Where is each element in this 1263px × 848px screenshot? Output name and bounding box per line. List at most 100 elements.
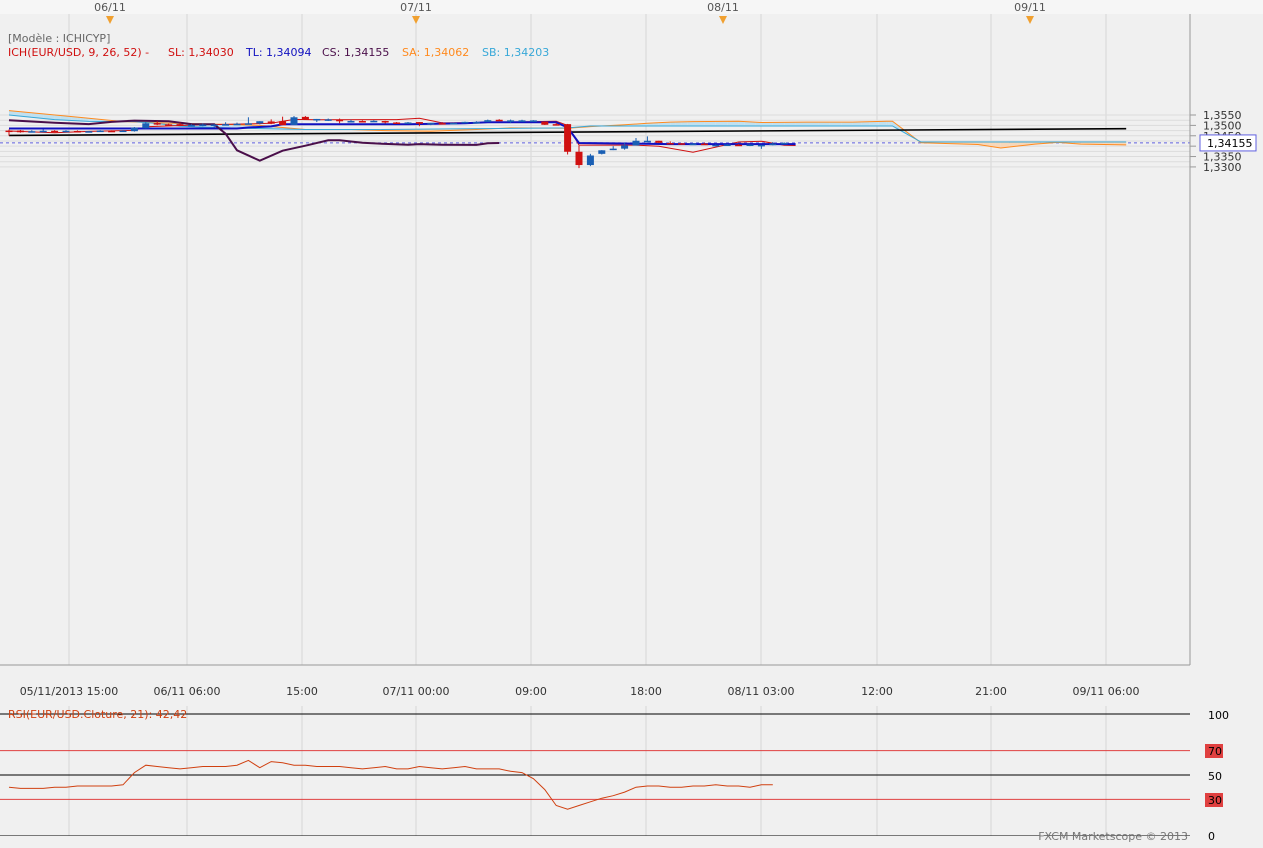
candle-down <box>541 122 548 125</box>
candle-up <box>712 145 719 147</box>
y-tick-label: 1,3300 <box>1203 161 1242 174</box>
rsi-level-100: 100 <box>1208 709 1229 722</box>
candle-up <box>621 145 628 148</box>
rsi-level-0: 0 <box>1208 830 1215 843</box>
candle-up <box>473 122 480 124</box>
kumo-cloud-slice <box>716 121 727 126</box>
candle-down <box>268 121 275 123</box>
candle-down <box>576 152 583 165</box>
candle-up <box>245 123 252 125</box>
kumo-cloud-slice <box>890 121 891 126</box>
candle-up <box>450 123 457 125</box>
candle-up <box>142 123 149 128</box>
candle-down <box>553 124 560 126</box>
kumo-cloud-slice <box>704 121 715 126</box>
candle-down <box>735 145 742 147</box>
candle-up <box>587 156 594 166</box>
candle-up <box>690 144 697 146</box>
candle-down <box>302 117 309 120</box>
x-tick-label: 09/11 06:00 <box>1073 685 1140 698</box>
candle-up <box>462 122 469 124</box>
candle-up <box>427 123 434 125</box>
rsi-level-30: 30 <box>1208 794 1222 807</box>
kumo-cloud-slice <box>676 122 682 126</box>
candle-up <box>313 119 320 121</box>
kumo-cloud-slice <box>888 121 889 126</box>
candle-up <box>234 124 241 126</box>
x-tick-label: 07/11 00:00 <box>383 685 450 698</box>
candle-up <box>405 122 412 124</box>
rsi-level-50: 50 <box>1208 770 1222 783</box>
candle-down <box>177 124 184 126</box>
candle-up <box>598 150 605 154</box>
kumo-cloud-slice <box>878 121 887 126</box>
candle-up <box>222 124 229 126</box>
candle-down <box>564 124 571 152</box>
candle-up <box>644 141 651 143</box>
x-tick-label: 18:00 <box>630 685 662 698</box>
candle-up <box>781 143 788 145</box>
candle-up <box>519 120 526 122</box>
candle-up <box>769 144 776 146</box>
candle-down <box>678 143 685 145</box>
x-tick-label: 12:00 <box>861 685 893 698</box>
candle-up <box>97 131 104 133</box>
candle-up <box>40 131 47 133</box>
top-date-08: 08/11 <box>707 1 739 14</box>
candle-up <box>484 120 491 122</box>
kumo-cloud-slice <box>807 122 818 126</box>
candle-up <box>120 131 127 133</box>
legend-sb: SB: 1,34203 <box>482 46 549 59</box>
candle-down <box>165 124 172 126</box>
kumo-cloud-slice <box>870 121 879 126</box>
candle-down <box>6 131 13 133</box>
candle-up <box>747 144 754 146</box>
candle-up <box>85 131 92 133</box>
candle-up <box>291 117 298 125</box>
candle-up <box>530 120 537 122</box>
x-tick-label: 06/11 06:00 <box>154 685 221 698</box>
kumo-cloud-slice <box>693 122 704 126</box>
candle-up <box>131 128 138 132</box>
candle-up <box>325 119 332 121</box>
candle-down <box>359 121 366 123</box>
legend-ich: ICH(EUR/USD, 9, 26, 52) - <box>8 46 149 59</box>
candle-down <box>416 122 423 124</box>
x-tick-label: 15:00 <box>286 685 318 698</box>
top-date-07: 07/11 <box>400 1 432 14</box>
kumo-cloud-slice <box>818 122 829 126</box>
candle-up <box>633 141 640 146</box>
kumo-cloud-slice <box>687 122 693 126</box>
rsi-level-70: 70 <box>1208 745 1222 758</box>
candle-up <box>188 125 195 127</box>
candle-up <box>256 121 263 123</box>
candle-down <box>667 143 674 145</box>
candle-down <box>279 121 286 125</box>
kumo-cloud-slice <box>830 122 841 126</box>
last-price-label: 1,34155 <box>1207 137 1253 150</box>
x-tick-label: 21:00 <box>975 685 1007 698</box>
model-label: [Modèle : ICHICYP] <box>8 32 110 45</box>
candle-down <box>74 131 81 133</box>
kumo-cloud-slice <box>887 121 888 126</box>
candle-down <box>336 120 343 122</box>
kumo-cloud-slice <box>727 121 738 126</box>
candle-up <box>724 144 731 146</box>
kumo-cloud-slice <box>891 121 892 126</box>
candle-up <box>63 131 70 133</box>
candle-down <box>655 141 662 143</box>
kumo-cloud-slice <box>682 122 688 126</box>
rsi-label: RSI(EUR/USD.Cloture, 21): 42,42 <box>8 708 187 721</box>
candle-up <box>507 120 514 122</box>
candle-down <box>17 131 24 133</box>
candle-down <box>51 131 58 133</box>
candle-down <box>108 131 115 133</box>
kumo-cloud-slice <box>841 122 852 126</box>
candle-up <box>758 145 765 147</box>
candle-down <box>496 120 503 122</box>
legend-sl: SL: 1,34030 <box>168 46 234 59</box>
top-date-06: 06/11 <box>94 1 126 14</box>
candle-down <box>382 121 389 123</box>
